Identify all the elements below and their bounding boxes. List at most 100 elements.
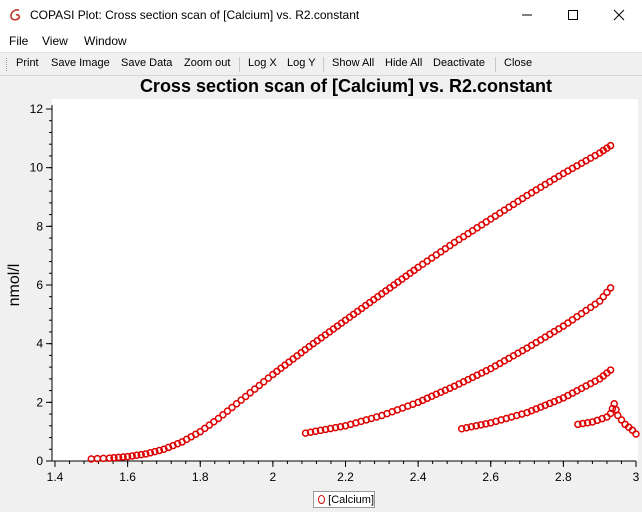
- menu-bar: File View Window: [0, 30, 642, 52]
- data-point: [331, 423, 340, 432]
- window-titlebar: COPASI Plot: Cross section scan of [Calc…: [0, 0, 642, 30]
- data-point: [123, 452, 132, 461]
- close-window-button[interactable]: [596, 0, 642, 30]
- data-point: [321, 425, 330, 434]
- plot-title: Cross section scan of [Calcium] vs. R2.c…: [139, 76, 553, 96]
- data-point: [599, 292, 608, 301]
- data-point: [232, 400, 241, 408]
- x-tick-label: 2.8: [555, 470, 572, 484]
- data-point: [316, 426, 325, 435]
- data-point: [250, 385, 259, 393]
- data-point: [606, 366, 615, 374]
- data-point: [612, 405, 620, 414]
- data-point: [110, 453, 118, 462]
- copasi-logo-icon: [10, 9, 21, 21]
- data-point: [614, 411, 622, 420]
- menu-file[interactable]: File: [9, 34, 29, 48]
- data-point: [119, 453, 127, 461]
- data-point: [457, 424, 466, 433]
- data-point: [632, 430, 640, 438]
- data-point: [219, 411, 227, 419]
- data-point: [264, 374, 273, 382]
- data-point: [606, 141, 615, 150]
- data-point: [132, 451, 141, 460]
- minimize-button[interactable]: [504, 0, 550, 30]
- y-tick-label: 4: [36, 337, 43, 351]
- x-tick-label: 2.2: [337, 470, 354, 484]
- data-point: [151, 447, 159, 456]
- maximize-icon: [568, 10, 578, 20]
- x-tick-label: 3: [633, 470, 640, 484]
- close-plot-button[interactable]: Close: [504, 57, 533, 69]
- data-point: [137, 450, 145, 459]
- data-point: [472, 422, 480, 430]
- data-point: [583, 419, 592, 427]
- y-tick-label: 0: [36, 454, 43, 468]
- data-point: [228, 403, 236, 412]
- plot-toolbar: Print Save Image Save Data Zoom out Log …: [0, 52, 642, 76]
- toolbar-separator: [323, 57, 324, 72]
- toolbar-separator: [239, 57, 240, 72]
- data-point: [128, 452, 136, 460]
- show-all-button[interactable]: Show All: [332, 57, 375, 69]
- minimize-icon: [522, 14, 532, 16]
- y-axis-label: nmol/l: [6, 264, 23, 307]
- data-point: [142, 450, 150, 458]
- print-button[interactable]: Print: [16, 57, 39, 69]
- menu-window[interactable]: Window: [84, 34, 127, 48]
- data-point: [482, 420, 490, 428]
- x-tick-label: 1.4: [47, 470, 64, 484]
- maximize-button[interactable]: [550, 0, 596, 30]
- data-point: [311, 427, 320, 436]
- toolbar-separator: [495, 57, 496, 72]
- window-title: COPASI Plot: Cross section scan of [Calc…: [30, 8, 360, 22]
- hide-all-button[interactable]: Hide All: [385, 57, 423, 69]
- y-tick-label: 6: [36, 278, 43, 292]
- y-tick-label: 10: [30, 161, 44, 175]
- data-point: [105, 454, 114, 462]
- deactivate-button[interactable]: Deactivate: [433, 57, 485, 69]
- data-point: [462, 424, 471, 432]
- data-point: [146, 449, 155, 457]
- zoom-out-button[interactable]: Zoom out: [184, 57, 231, 69]
- data-point: [595, 297, 604, 305]
- legend-marker-icon: [318, 495, 326, 504]
- y-tick-label: 2: [36, 395, 43, 409]
- toolbar-grip[interactable]: [6, 58, 9, 71]
- data-point: [336, 422, 345, 431]
- y-tick-label: 8: [36, 219, 43, 233]
- data-point: [241, 392, 250, 401]
- data-point: [326, 424, 335, 433]
- x-tick-label: 1.6: [119, 470, 136, 484]
- data-point: [467, 423, 476, 431]
- x-tick-label: 2: [270, 470, 277, 484]
- data-point: [246, 389, 254, 397]
- save-data-button[interactable]: Save Data: [121, 57, 173, 69]
- x-tick-label: 2.4: [410, 470, 427, 484]
- legend-label: [Calcium]: [328, 493, 374, 506]
- legend[interactable]: [Calcium]: [313, 491, 375, 508]
- log-x-button[interactable]: Log X: [248, 57, 277, 69]
- data-point: [114, 453, 123, 462]
- data-point: [223, 407, 232, 415]
- data-point: [477, 421, 485, 429]
- data-point: [260, 378, 268, 386]
- data-point: [574, 420, 582, 429]
- data-point: [617, 416, 626, 424]
- save-image-button[interactable]: Save Image: [51, 57, 110, 69]
- data-point: [155, 446, 164, 455]
- data-point: [255, 381, 264, 390]
- data-point: [214, 414, 223, 423]
- data-point: [99, 454, 108, 463]
- data-point: [301, 429, 310, 437]
- data-point: [606, 284, 615, 292]
- data-point: [603, 288, 611, 297]
- log-y-button[interactable]: Log Y: [287, 57, 316, 69]
- x-tick-label: 2.6: [482, 470, 499, 484]
- menu-view[interactable]: View: [42, 34, 68, 48]
- plot-canvas: [52, 99, 638, 461]
- y-tick-label: 12: [30, 102, 44, 116]
- data-point: [306, 428, 315, 436]
- x-tick-label: 1.8: [192, 470, 209, 484]
